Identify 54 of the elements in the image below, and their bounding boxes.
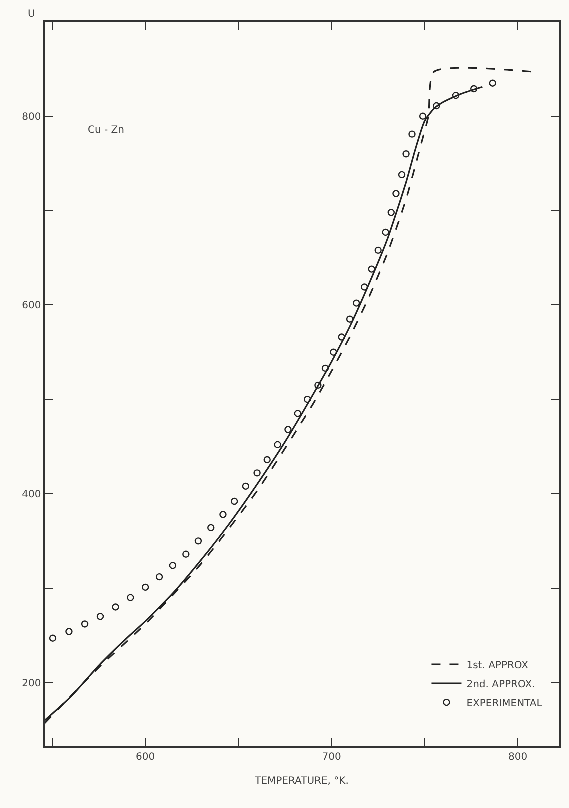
y-tick-label: 600 <box>22 300 42 312</box>
point <box>330 348 338 356</box>
point <box>112 604 120 611</box>
y-axis-title: U <box>28 9 36 20</box>
point <box>284 426 292 434</box>
legend-label: 1st. APPROX <box>466 660 529 672</box>
point <box>49 634 57 642</box>
point <box>96 613 104 620</box>
point <box>314 382 322 390</box>
point <box>220 511 227 518</box>
point <box>169 562 177 570</box>
point <box>304 396 312 404</box>
point <box>360 284 368 291</box>
point <box>242 482 250 490</box>
point <box>433 102 440 110</box>
point <box>156 573 164 581</box>
point <box>194 538 202 545</box>
point <box>388 209 395 216</box>
point <box>408 130 416 138</box>
x-tick-label: 700 <box>322 752 342 763</box>
x-tick-label: 800 <box>508 752 528 763</box>
point <box>182 550 190 558</box>
point <box>208 524 215 532</box>
point <box>470 85 478 93</box>
point <box>322 364 330 372</box>
point <box>452 92 460 100</box>
point <box>382 228 390 236</box>
point <box>402 150 410 158</box>
point <box>294 410 302 418</box>
annotation: Cu - Zn <box>88 125 124 136</box>
point <box>254 470 261 477</box>
point <box>142 584 150 592</box>
point <box>338 334 346 341</box>
point <box>352 300 360 307</box>
point <box>392 190 400 198</box>
legend-label: EXPERIMENTAL <box>466 698 543 710</box>
point <box>346 316 354 323</box>
point <box>264 456 271 464</box>
x-tick-label: 600 <box>136 752 156 763</box>
point <box>230 498 238 506</box>
point <box>127 594 134 602</box>
point <box>419 112 427 120</box>
legend-label: 2nd. APPROX. <box>466 679 536 690</box>
y-tick-label: 200 <box>22 678 42 690</box>
point <box>489 80 496 87</box>
point <box>274 441 282 448</box>
point <box>81 620 89 628</box>
y-tick-label: 400 <box>22 489 42 500</box>
point <box>374 246 382 254</box>
point <box>398 171 406 179</box>
point <box>66 628 73 636</box>
x-axis-title: TEMPERATURE, °K. <box>254 776 349 787</box>
y-tick-label: 800 <box>22 112 42 123</box>
point <box>368 266 376 273</box>
